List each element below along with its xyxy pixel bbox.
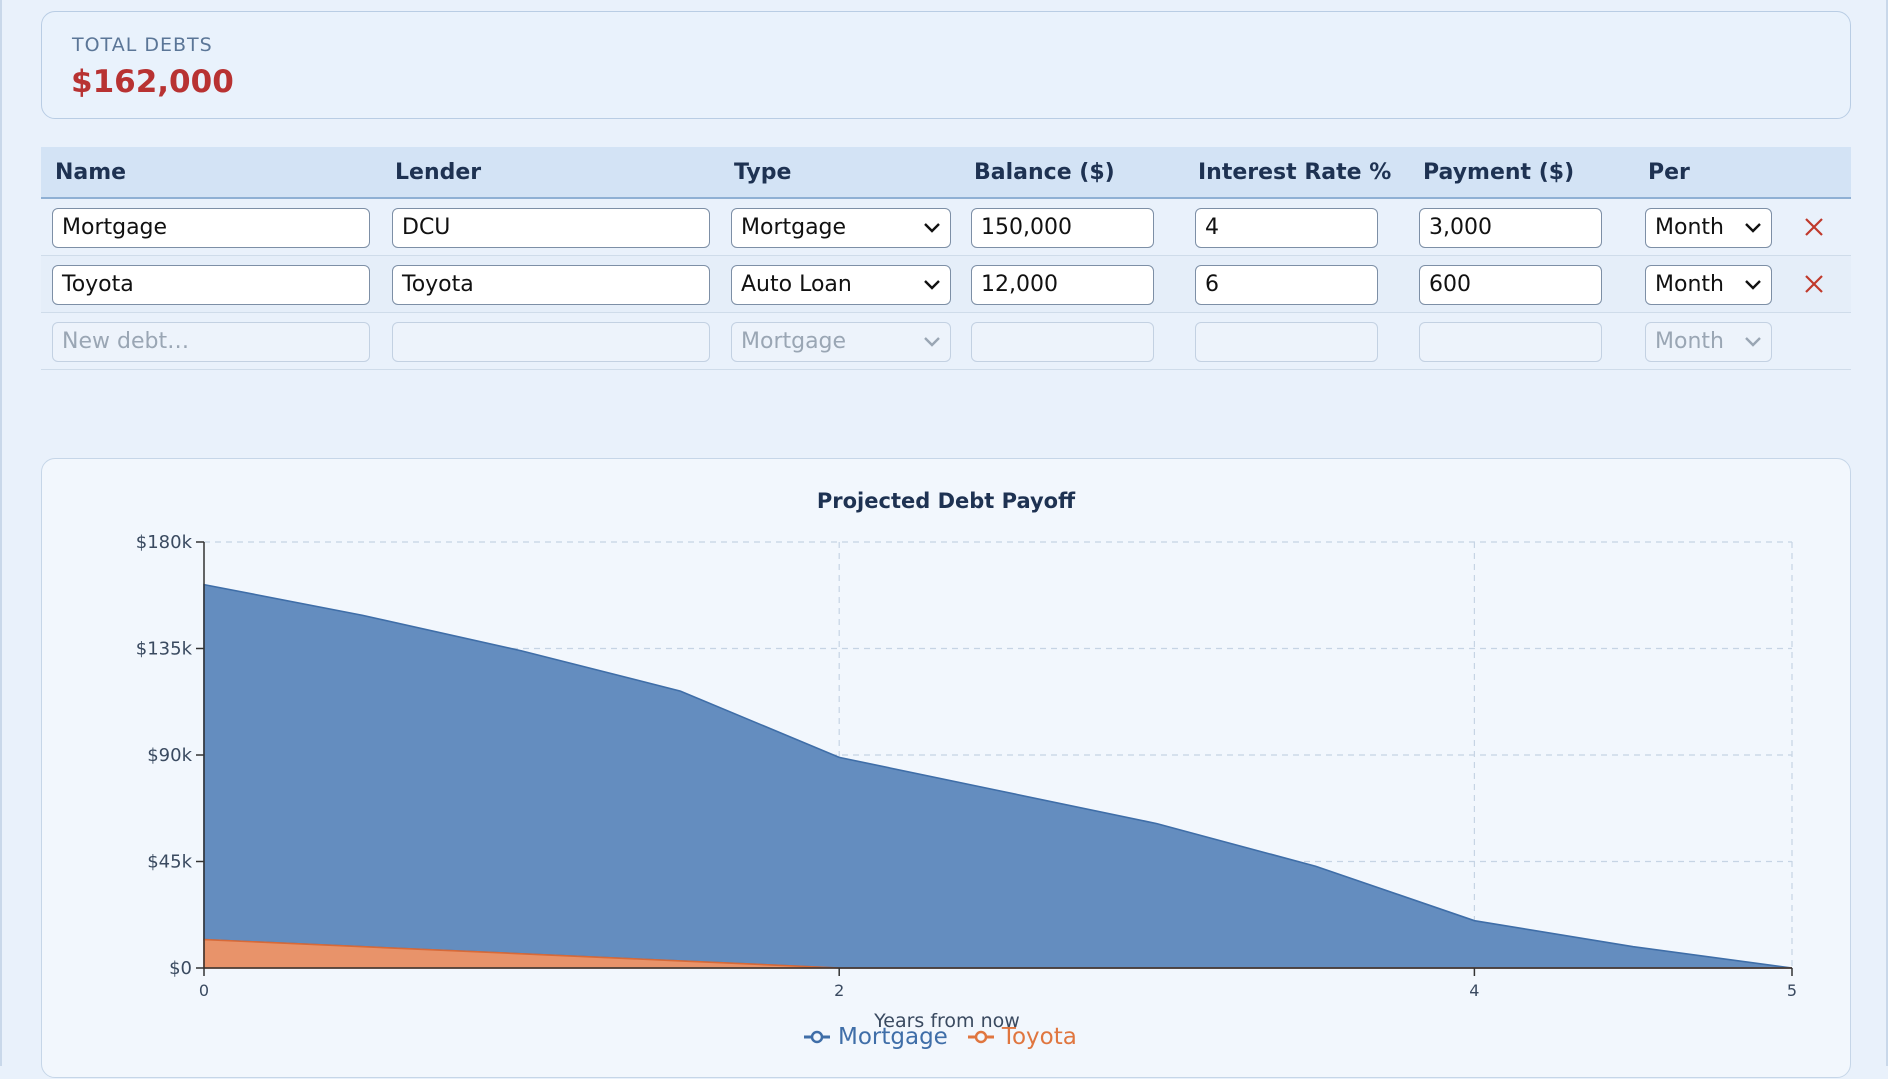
lender-input[interactable]: DCU xyxy=(392,208,710,248)
new-debt-per-select[interactable]: Month xyxy=(1645,322,1772,362)
x-tick-label: 4 xyxy=(1469,981,1479,1000)
new-debt-rate-input[interactable] xyxy=(1195,322,1378,362)
table-header: Name Lender Type Balance ($) Interest Ra… xyxy=(41,147,1851,199)
new-debt-type-select[interactable]: Mortgage xyxy=(731,322,951,362)
y-tick-label: $0 xyxy=(169,958,192,979)
balance-input[interactable]: 150,000 xyxy=(971,208,1154,248)
delete-row-button[interactable] xyxy=(1803,273,1825,295)
close-icon xyxy=(1805,275,1823,293)
header-interest-rate: Interest Rate % xyxy=(1198,160,1392,185)
new-debt-per-value: Month xyxy=(1655,329,1724,354)
header-lender: Lender xyxy=(395,160,482,185)
header-type: Type xyxy=(734,160,792,185)
new-debt-balance-input[interactable] xyxy=(971,322,1154,362)
y-tick-label: $45k xyxy=(147,852,192,873)
table-row: Toyota Toyota Auto Loan 12,000 6 600 Mon… xyxy=(41,256,1851,313)
legend-label: Toyota xyxy=(1001,1024,1077,1050)
payment-input[interactable]: 600 xyxy=(1419,265,1602,305)
chart-title: Projected Debt Payoff xyxy=(816,489,1076,513)
header-balance: Balance ($) xyxy=(974,160,1115,185)
type-select[interactable]: Auto Loan xyxy=(731,265,951,305)
y-tick-label: $180k xyxy=(136,532,193,553)
area-series-mortgage xyxy=(203,583,1793,969)
per-select-value: Month xyxy=(1655,272,1724,297)
payoff-chart-card: Projected Debt Payoff $0 $45k $90k $135k $18… xyxy=(41,458,1851,1078)
chevron-down-icon xyxy=(923,209,941,247)
new-debt-type-value: Mortgage xyxy=(741,329,847,354)
x-tick-label: 0 xyxy=(199,981,209,1000)
legend-line-icon xyxy=(804,1030,830,1044)
y-tick-label: $135k xyxy=(136,639,193,660)
type-select-value: Mortgage xyxy=(741,215,847,240)
total-debts-label: TOTAL DEBTS xyxy=(72,34,213,56)
delete-row-button[interactable] xyxy=(1803,216,1825,238)
x-tick-label: 2 xyxy=(834,981,844,1000)
type-select-value: Auto Loan xyxy=(741,272,852,297)
legend-label: Mortgage xyxy=(838,1024,948,1050)
lender-input[interactable]: Toyota xyxy=(392,265,710,305)
type-select[interactable]: Mortgage xyxy=(731,208,951,248)
chart-legend: Mortgage Toyota xyxy=(802,1024,1077,1050)
payoff-chart: $0 $45k $90k $135k $180k 0 2 4 5 xyxy=(136,532,1797,1000)
new-debt-name-input[interactable]: New debt… xyxy=(52,322,370,362)
header-payment: Payment ($) xyxy=(1423,160,1575,185)
legend-item-toyota[interactable]: Toyota xyxy=(966,1024,1077,1050)
table-row: Mortgage DCU Mortgage 150,000 4 3,000 Mo… xyxy=(41,199,1851,256)
header-name: Name xyxy=(55,160,127,185)
per-select-value: Month xyxy=(1655,215,1724,240)
chevron-down-icon xyxy=(1744,266,1762,304)
x-tick-label: 5 xyxy=(1787,981,1797,1000)
y-tick-label: $90k xyxy=(147,745,192,766)
legend-line-icon xyxy=(967,1030,994,1044)
per-select[interactable]: Month xyxy=(1645,208,1772,248)
payment-input[interactable]: 3,000 xyxy=(1419,208,1602,248)
debts-table: Name Lender Type Balance ($) Interest Ra… xyxy=(41,147,1851,370)
total-debts-value: $162,000 xyxy=(71,64,234,100)
name-input[interactable]: Toyota xyxy=(52,265,370,305)
close-icon xyxy=(1805,218,1823,236)
interest-rate-input[interactable]: 4 xyxy=(1195,208,1378,248)
balance-input[interactable]: 12,000 xyxy=(971,265,1154,305)
total-debts-card: TOTAL DEBTS $162,000 xyxy=(41,11,1851,119)
new-debt-row: New debt… Mortgage Month xyxy=(41,313,1851,370)
x-axis-label: Years from now xyxy=(874,1010,1020,1032)
new-debt-lender-input[interactable] xyxy=(392,322,710,362)
chevron-down-icon xyxy=(923,323,941,361)
new-debt-payment-input[interactable] xyxy=(1419,322,1602,362)
legend-item-mortgage[interactable]: Mortgage xyxy=(802,1024,948,1050)
chevron-down-icon xyxy=(1744,323,1762,361)
per-select[interactable]: Month xyxy=(1645,265,1772,305)
header-per: Per xyxy=(1648,160,1690,185)
interest-rate-input[interactable]: 6 xyxy=(1195,265,1378,305)
name-input[interactable]: Mortgage xyxy=(52,208,370,248)
chevron-down-icon xyxy=(1744,209,1762,247)
chevron-down-icon xyxy=(923,266,941,304)
